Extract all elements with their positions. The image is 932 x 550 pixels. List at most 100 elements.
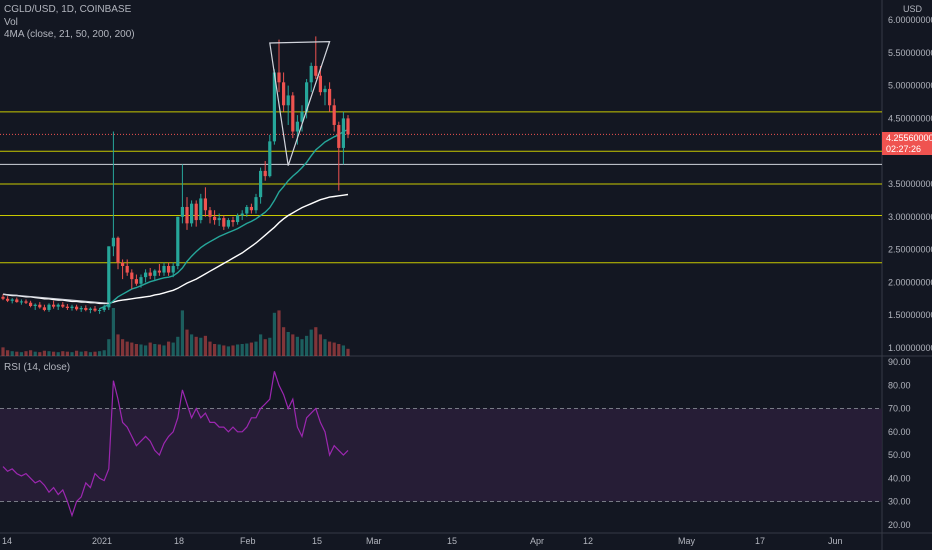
volume-bar bbox=[295, 336, 299, 356]
currency-label: USD bbox=[902, 4, 922, 14]
candle-body bbox=[88, 308, 92, 310]
rsi-tick-label: 90.00 bbox=[888, 357, 911, 367]
candle-body bbox=[185, 206, 189, 224]
candle-body bbox=[272, 72, 276, 142]
candle-body bbox=[56, 304, 60, 307]
volume-bar bbox=[29, 350, 33, 356]
candle-body bbox=[295, 121, 299, 132]
volume-bar bbox=[111, 308, 115, 356]
candle-body bbox=[125, 266, 129, 273]
candle-body bbox=[153, 270, 157, 276]
candle-body bbox=[332, 105, 336, 125]
rsi-band bbox=[0, 408, 882, 502]
candle-body bbox=[38, 304, 42, 308]
volume-bar bbox=[130, 342, 134, 356]
volume-bar bbox=[176, 336, 180, 356]
time-tick-label: 18 bbox=[174, 536, 184, 546]
volume-bar bbox=[84, 351, 88, 356]
candle-body bbox=[157, 270, 161, 273]
candle-body bbox=[277, 72, 281, 83]
time-tick-label: Apr bbox=[530, 536, 544, 546]
volume-bar bbox=[125, 341, 129, 356]
time-tick-label: 17 bbox=[755, 536, 765, 546]
candle-body bbox=[286, 95, 290, 106]
candle-body bbox=[176, 216, 180, 266]
price-tick-label: 5.00000000 bbox=[888, 81, 932, 91]
drawings[interactable] bbox=[2, 40, 331, 304]
ma-legend[interactable]: 4MA (close, 21, 50, 200, 200) bbox=[4, 29, 135, 40]
candle-body bbox=[47, 304, 51, 310]
volume-bar bbox=[259, 334, 263, 356]
rsi-legend[interactable]: RSI (14, close) bbox=[4, 362, 71, 373]
price-tick-label: 5.50000000 bbox=[888, 48, 932, 58]
volume-bar bbox=[98, 351, 102, 356]
volume-bar bbox=[300, 339, 304, 356]
candle-body bbox=[121, 262, 125, 266]
price-tick-label: 2.00000000 bbox=[888, 277, 932, 287]
candle-body bbox=[33, 304, 37, 307]
candles[interactable] bbox=[1, 36, 350, 314]
volume-bar bbox=[56, 352, 60, 356]
time-tick-label: 14 bbox=[2, 536, 12, 546]
volume-bar bbox=[286, 332, 290, 356]
volume-bar bbox=[213, 344, 217, 356]
trend-line-drawing bbox=[2, 293, 109, 304]
candle-body bbox=[300, 111, 304, 122]
axes: 6.00000000 5.50000000 5.00000000 4.50000000… bbox=[2, 15, 932, 546]
volume-bar bbox=[24, 351, 28, 356]
candle-body bbox=[249, 206, 253, 211]
candle-body bbox=[42, 307, 46, 310]
rsi-tick-label: 40.00 bbox=[888, 473, 911, 483]
candle-body bbox=[93, 308, 97, 311]
price-tick-label: 1.00000000 bbox=[888, 343, 932, 353]
volume-bar bbox=[240, 344, 244, 356]
candle-body bbox=[190, 203, 194, 224]
volume-bar bbox=[10, 351, 14, 356]
volume-bar bbox=[249, 342, 253, 356]
candle-body bbox=[341, 118, 345, 148]
candle-body bbox=[19, 301, 23, 303]
candle-body bbox=[6, 298, 10, 301]
volume-bar bbox=[157, 344, 161, 356]
symbol-legend[interactable]: CGLD/USD, 1D, COINBASE bbox=[4, 4, 132, 15]
volume-bar bbox=[328, 341, 332, 356]
volume-bar bbox=[314, 327, 318, 356]
time-tick-label: May bbox=[678, 536, 696, 546]
candle-body bbox=[148, 272, 152, 276]
volume-bar bbox=[153, 344, 157, 356]
volume-bar bbox=[148, 342, 152, 356]
candle-body bbox=[318, 75, 322, 93]
candle-body bbox=[162, 266, 166, 273]
volume-bar bbox=[42, 350, 46, 356]
price-tick-label: 4.50000000 bbox=[888, 113, 932, 123]
candle-body bbox=[213, 216, 217, 221]
rsi-panel bbox=[0, 408, 882, 502]
candle-body bbox=[291, 95, 295, 132]
price-tick-label: 6.00000000 bbox=[888, 15, 932, 25]
time-tick-label: 2021 bbox=[92, 536, 112, 546]
time-tick-label: Jun bbox=[828, 536, 843, 546]
rsi-tick-label: 30.00 bbox=[888, 497, 911, 507]
horizontal-levels[interactable] bbox=[0, 111, 882, 264]
volume-legend[interactable]: Vol bbox=[4, 17, 18, 28]
candle-body bbox=[1, 296, 5, 299]
candle-body bbox=[254, 197, 258, 211]
candle-body bbox=[337, 124, 341, 148]
volume-bar bbox=[272, 312, 276, 356]
candle-body bbox=[70, 306, 74, 308]
volume-bar bbox=[277, 310, 281, 356]
volume-bar bbox=[323, 339, 327, 356]
candle-body bbox=[346, 118, 350, 135]
candle-body bbox=[116, 237, 120, 263]
candle-body bbox=[240, 213, 244, 216]
volume-bar bbox=[139, 344, 143, 356]
ma50-line bbox=[2, 193, 349, 305]
volume-bar bbox=[236, 344, 240, 356]
volume-bar bbox=[47, 351, 51, 356]
volume-bar bbox=[33, 351, 37, 356]
volume-bar bbox=[134, 344, 138, 356]
rsi-tick-label: 60.00 bbox=[888, 427, 911, 437]
rsi-tick-label: 20.00 bbox=[888, 520, 911, 530]
volume-bar bbox=[107, 339, 111, 356]
